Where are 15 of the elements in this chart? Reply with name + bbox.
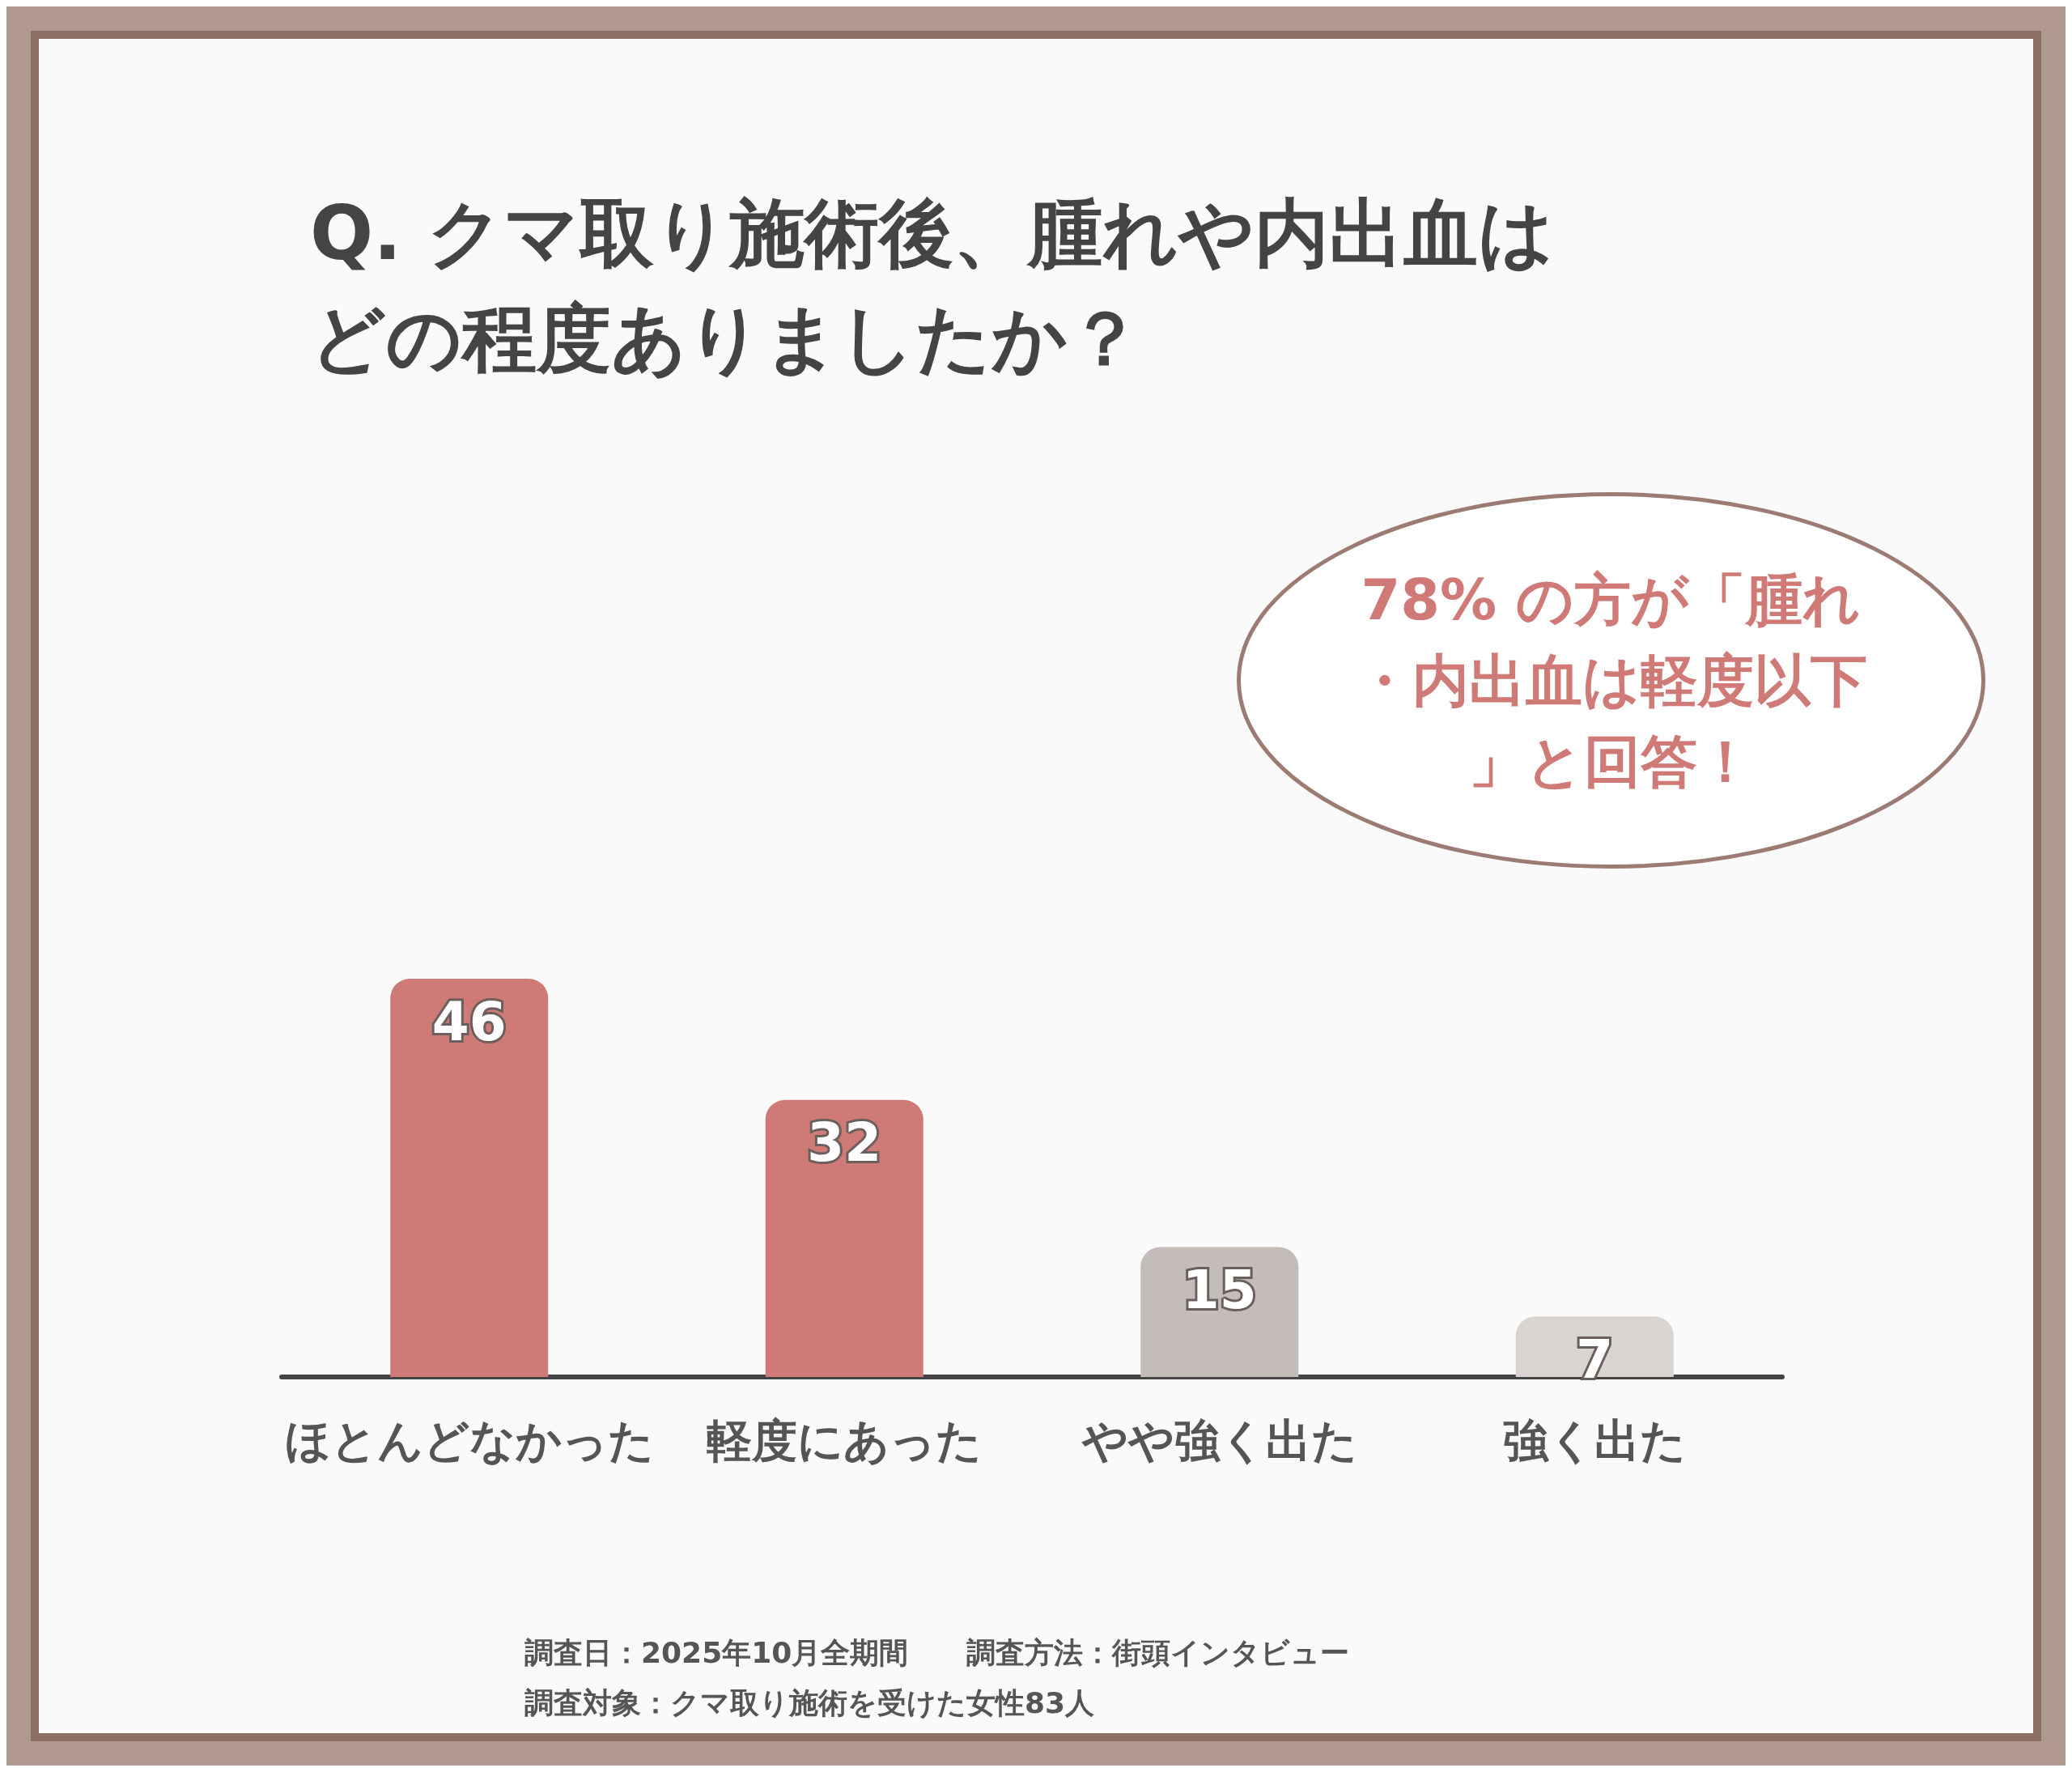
- data-label: 46: [431, 990, 507, 1053]
- text: 調査対象：クマ取り施術を受けた女性83人: [524, 1685, 1095, 1719]
- data-label: 15: [1182, 1259, 1257, 1322]
- bar: [390, 979, 549, 1377]
- x-tick-label: ほとんどなかった: [284, 1413, 654, 1467]
- text: 78% の方が「腫れ・内出血は軽度以下」と回答！: [1355, 566, 1867, 795]
- bar: [765, 1099, 923, 1377]
- text: 調査日：2025年10月全期間 調査方法：街頭インタビュー: [524, 1635, 1350, 1669]
- chart-title: Q. クマ取り施術後、腫れや内出血はどの程度ありましたか？: [310, 189, 1555, 382]
- data-label: 32: [807, 1111, 882, 1175]
- bar: [1515, 1316, 1674, 1377]
- x-tick-label: やや強く出た: [1081, 1413, 1357, 1467]
- x-tick-label: 軽度にあった: [707, 1413, 983, 1467]
- x-tick-label: 強く出た: [1503, 1413, 1687, 1467]
- data-label: 7: [1576, 1328, 1614, 1391]
